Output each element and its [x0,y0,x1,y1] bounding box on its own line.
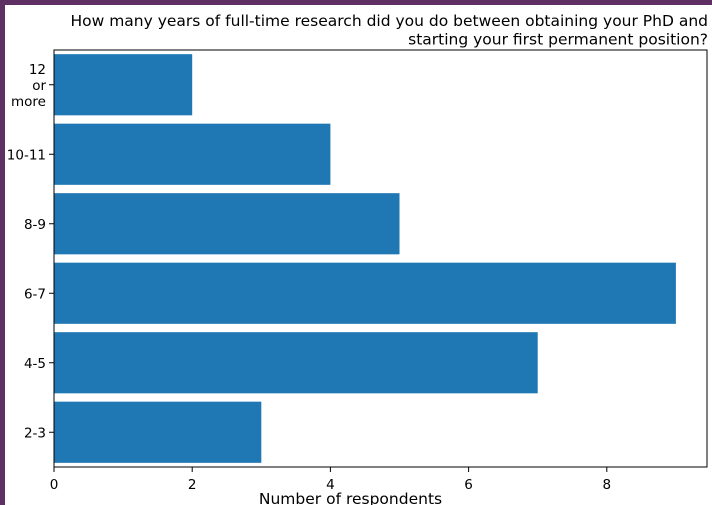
chart-title-line: How many years of full-time research did… [70,12,708,30]
chart-canvas: How many years of full-time research did… [5,5,712,505]
plot-frame [53,49,708,468]
bar [54,123,331,185]
bar-chart: How many years of full-time research did… [7,12,708,505]
y-tick-label: 8-9 [24,217,46,233]
y-tick-label: 12 [29,62,46,78]
y-tick-label: more [11,94,46,110]
x-tick-label: 8 [603,477,612,493]
bar [54,193,400,255]
x-tick-label: 0 [50,477,59,493]
y-tick-label: 6-7 [24,286,46,302]
bar [54,332,538,394]
y-tick-label: 4-5 [24,356,46,372]
x-tick-label: 4 [326,477,335,493]
y-tick-label: or [32,78,46,94]
x-tick-label: 6 [464,477,473,493]
x-axis-label: Number of respondents [259,490,442,505]
chart-title-line: starting your first permanent position? [408,31,708,49]
bar [54,401,262,463]
x-tick-label: 2 [188,477,197,493]
bar [54,54,193,116]
y-tick-label: 10-11 [7,147,46,163]
bar [54,262,676,324]
y-tick-label: 2-3 [24,425,46,441]
